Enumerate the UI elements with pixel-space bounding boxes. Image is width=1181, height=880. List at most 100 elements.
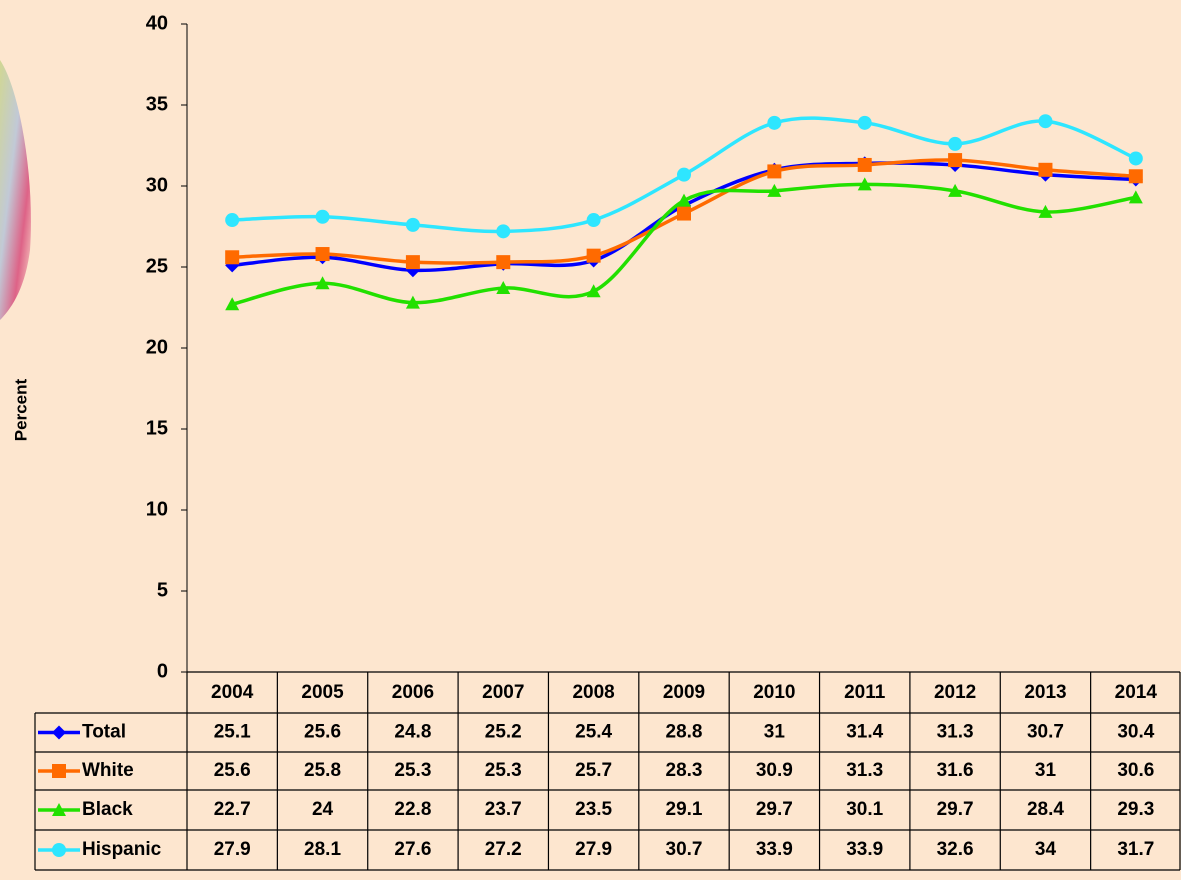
y-tick-label: 15	[146, 417, 168, 439]
table-value: 29.7	[756, 799, 793, 820]
table-value: 25.6	[304, 722, 341, 743]
table-value: 32.6	[937, 839, 974, 860]
point	[767, 115, 782, 130]
table-value: 30.7	[1027, 722, 1064, 743]
point	[586, 248, 601, 263]
table-value: 31.3	[937, 722, 974, 743]
point	[496, 281, 511, 295]
x-tick-label: 2010	[753, 682, 795, 703]
legend-marker	[52, 764, 66, 778]
table-value: 28.3	[666, 760, 703, 781]
point	[1128, 190, 1143, 204]
x-tick-label: 2009	[663, 682, 705, 703]
table-value: 22.7	[214, 799, 251, 820]
table-value: 25.6	[214, 760, 251, 781]
x-tick-label: 2012	[934, 682, 976, 703]
legend-label: Hispanic	[82, 839, 162, 860]
x-tick-label: 2007	[482, 682, 524, 703]
table-value: 25.8	[304, 760, 341, 781]
table-value: 28.1	[304, 839, 341, 860]
point	[948, 183, 963, 197]
legend-marker	[52, 843, 66, 857]
x-tick-label: 2008	[572, 682, 614, 703]
table-value: 30.9	[756, 760, 793, 781]
point	[225, 250, 240, 265]
table-value: 27.9	[214, 839, 251, 860]
point	[315, 276, 330, 290]
table-value: 29.1	[666, 799, 703, 820]
table-value: 24.8	[394, 722, 431, 743]
y-tick-label: 20	[146, 336, 168, 358]
point	[857, 115, 872, 130]
point	[586, 213, 601, 228]
table-value: 31.7	[1117, 839, 1154, 860]
point	[496, 224, 511, 239]
point	[1128, 169, 1143, 184]
table-value: 30.6	[1117, 760, 1154, 781]
table-value: 28.8	[666, 722, 703, 743]
y-tick-label: 30	[146, 174, 168, 196]
table-value: 31	[1035, 760, 1057, 781]
table-value: 33.9	[756, 839, 793, 860]
y-tick-label: 10	[146, 498, 168, 520]
legend-label: White	[82, 760, 134, 781]
y-tick-label: 25	[146, 255, 168, 277]
y-tick-label: 35	[146, 93, 168, 115]
table-value: 31.6	[937, 760, 974, 781]
point	[1128, 151, 1143, 166]
y-axis-label: Percent	[11, 378, 30, 441]
table-value: 29.7	[937, 799, 974, 820]
table-value: 27.6	[394, 839, 431, 860]
table-value: 25.4	[575, 722, 612, 743]
x-tick-label: 2013	[1024, 682, 1066, 703]
point	[767, 164, 782, 179]
point	[225, 213, 240, 228]
table-value: 25.1	[214, 722, 251, 743]
point	[948, 136, 963, 151]
y-tick-label: 40	[146, 12, 168, 34]
point	[1038, 114, 1053, 129]
table-value: 34	[1035, 839, 1057, 860]
point	[677, 206, 691, 221]
legend-marker	[52, 803, 66, 816]
table-value: 25.3	[394, 760, 431, 781]
table-value: 24	[312, 799, 334, 820]
point	[948, 153, 963, 168]
table-value: 30.1	[846, 799, 883, 820]
point	[677, 167, 691, 182]
x-tick-label: 2011	[844, 682, 886, 703]
table-value: 30.4	[1117, 722, 1154, 743]
table-value: 31	[764, 722, 786, 743]
table-value: 29.3	[1117, 799, 1154, 820]
y-tick-label: 5	[157, 579, 168, 601]
x-tick-label: 2014	[1115, 682, 1158, 703]
x-tick-label: 2004	[211, 682, 254, 703]
table-value: 31.3	[846, 760, 883, 781]
table-value: 30.7	[666, 839, 703, 860]
point	[1038, 204, 1053, 218]
table-value: 25.7	[575, 760, 612, 781]
y-tick-label: 0	[157, 660, 168, 682]
table-value: 27.2	[485, 839, 522, 860]
point	[1038, 162, 1053, 177]
point	[315, 247, 330, 262]
legend-label: Total	[82, 722, 126, 743]
table-value: 25.3	[485, 760, 522, 781]
point	[315, 209, 330, 224]
decoration	[0, 60, 31, 320]
point	[586, 284, 601, 298]
point	[225, 297, 240, 311]
point	[767, 183, 782, 197]
legend-label: Black	[82, 799, 133, 820]
table-value: 23.7	[485, 799, 522, 820]
table-value: 31.4	[846, 722, 883, 743]
x-tick-label: 2006	[392, 682, 434, 703]
point	[405, 217, 420, 232]
table-value: 22.8	[394, 799, 431, 820]
table-value: 33.9	[846, 839, 883, 860]
point	[857, 177, 872, 191]
point	[405, 255, 420, 270]
table-value: 23.5	[575, 799, 612, 820]
point	[677, 193, 691, 207]
